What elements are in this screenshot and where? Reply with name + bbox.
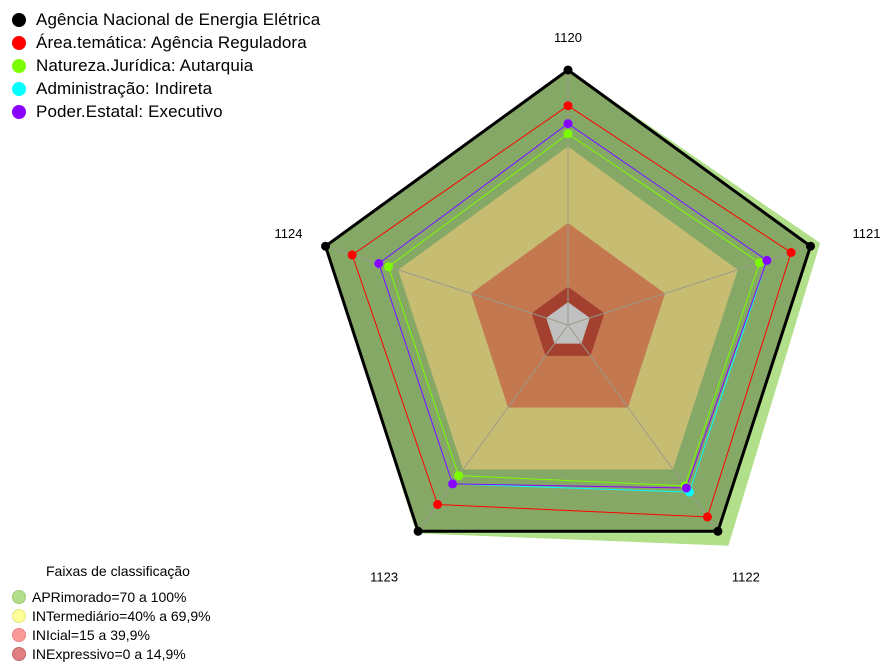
axis-spoke (567, 324, 719, 532)
series-point-2 (755, 258, 765, 268)
series-point-1 (563, 101, 573, 111)
series-point-1 (786, 248, 796, 257)
series-point-4 (762, 255, 772, 265)
series-point-1 (433, 500, 443, 509)
series-legend: Agência Nacional de Energia Elétrica Áre… (12, 8, 320, 123)
legend-label: Natureza.Jurídica: Autarquia (36, 55, 254, 75)
series-point-2 (563, 129, 573, 139)
band-item-intermediario: INTermediário=40% a 69,9% (12, 606, 211, 625)
series-point-2 (384, 262, 393, 272)
series-point-4 (374, 259, 384, 268)
legend-marker (12, 81, 26, 96)
band-label: APRimorado=70 a 100% (32, 588, 187, 605)
axis-label: 1124 (275, 226, 303, 241)
legend-label: Poder.Estatal: Executivo (36, 101, 223, 121)
series-point-0 (413, 526, 423, 536)
axis-spoke (325, 245, 569, 326)
legend-item-poder-estatal: Poder.Estatal: Executivo (12, 100, 320, 123)
legend-marker (12, 35, 26, 50)
legend-label: Área.temática: Agência Reguladora (36, 32, 307, 52)
series-point-2 (454, 471, 464, 481)
series-point-4 (681, 483, 691, 493)
axis-label: 1120 (554, 30, 582, 45)
band-marker (12, 589, 26, 604)
legend-item-area-tematica: Área.temática: Agência Reguladora (12, 31, 320, 54)
series-point-0 (563, 65, 573, 75)
series-point-0 (806, 241, 815, 251)
axis-spoke (417, 324, 569, 532)
series-point-4 (563, 119, 573, 129)
series-point-0 (713, 526, 723, 536)
series-line-0 (323, 68, 813, 533)
series-point-1 (702, 512, 712, 522)
series-line-2 (387, 133, 761, 487)
legend-marker (12, 12, 26, 27)
band-item-inicial: INIcial=15 a 39,9% (12, 625, 211, 644)
band-item-aprimorado: APRimorado=70 a 100% (12, 587, 211, 606)
bands-legend: Faixas de classificação APRimorado=70 a … (12, 563, 211, 663)
bands-legend-title: Faixas de classificação (46, 563, 190, 579)
axis-label: 1121 (853, 226, 881, 241)
axis-labels-layer: 1120 1121 1122 1123 1124 (275, 30, 881, 584)
band-item-inexpressivo: INExpressivo=0 a 14,9% (12, 644, 211, 663)
band-marker (12, 627, 26, 642)
axis-label: 1122 (732, 569, 760, 584)
band-label: INIcial=15 a 39,9% (32, 626, 150, 643)
legend-item-natureza-juridica: Natureza.Jurídica: Autarquia (12, 54, 320, 77)
legend-marker (12, 104, 26, 119)
band-label: INTermediário=40% a 69,9% (32, 607, 211, 624)
band-marker (12, 646, 26, 661)
legend-marker (12, 58, 26, 73)
series-point-4 (448, 479, 458, 489)
legend-item-administracao: Administração: Indireta (12, 77, 320, 100)
series-layer (321, 65, 815, 536)
series-line-1 (351, 105, 792, 518)
series-point-0 (321, 241, 330, 251)
band-label: INExpressivo=0 a 14,9% (32, 645, 186, 662)
legend-label: Administração: Indireta (36, 78, 213, 98)
series-point-1 (347, 250, 357, 260)
band-marker (12, 608, 26, 623)
series-line-4 (378, 122, 768, 489)
axis-label: 1123 (370, 569, 398, 584)
legend-item-agencia: Agência Nacional de Energia Elétrica (12, 8, 320, 31)
legend-label: Agência Nacional de Energia Elétrica (36, 9, 321, 29)
